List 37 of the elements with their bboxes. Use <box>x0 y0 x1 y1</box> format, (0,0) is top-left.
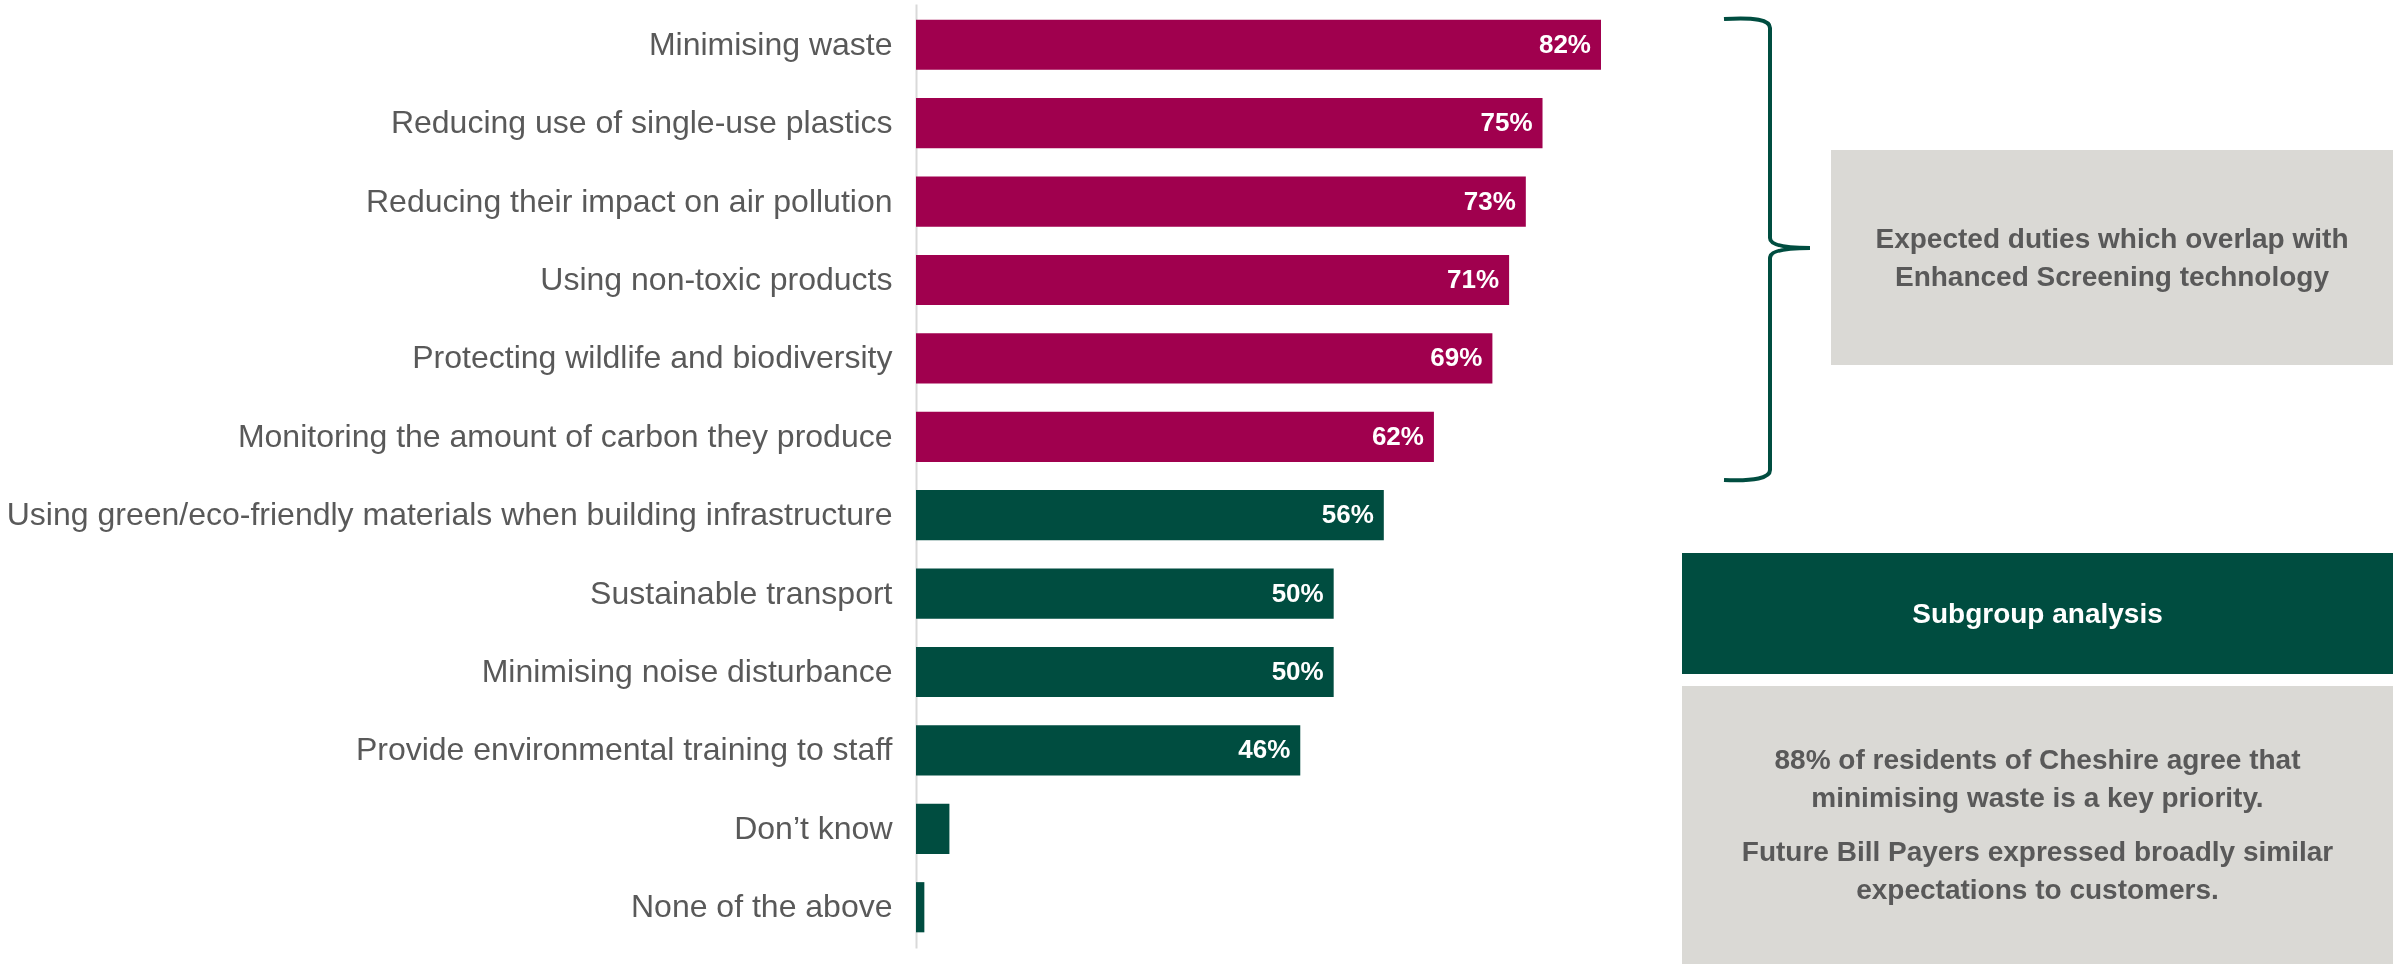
bar <box>916 646 1334 698</box>
bar <box>916 882 925 933</box>
bar <box>916 176 1526 227</box>
bar <box>916 725 1301 776</box>
bar <box>916 19 1601 70</box>
data-label: 50% <box>1271 656 1324 687</box>
data-label: 75% <box>1480 107 1533 138</box>
y-tick-label: Reducing use of single-use plastics <box>390 104 893 141</box>
data-label: 71% <box>1447 263 1500 294</box>
y-tick-label: Minimising waste <box>648 25 893 62</box>
bar <box>916 98 1543 149</box>
data-label: 82% <box>1538 28 1591 59</box>
text-box: 88% of residents of Cheshire agree that minimising waste is a key priority. Future Bill Payers expressed broadly similar expectations to customers. <box>1682 686 2393 964</box>
bar <box>916 333 1493 384</box>
y-tick-label: Monitoring the amount of carbon they produce <box>237 417 893 454</box>
data-label: 56% <box>1321 499 1374 530</box>
y-tick-label: Using green/eco-friendly materials when building infrastructure <box>6 496 893 533</box>
y-tick-label: Provide environmental training to staff <box>355 731 893 768</box>
data-label: 69% <box>1430 342 1483 373</box>
data-label: 50% <box>1271 577 1324 608</box>
bar <box>916 490 1384 541</box>
y-tick-label: Reducing their impact on air pollution <box>365 182 893 219</box>
y-tick-label: Minimising noise disturbance <box>481 653 893 690</box>
y-tick-label: None of the above <box>630 888 893 925</box>
y-tick-label: Using non-toxic products <box>540 260 893 297</box>
bar <box>916 568 1334 619</box>
bar <box>916 803 950 854</box>
bar <box>916 411 1434 462</box>
header-box: Subgroup analysis <box>1682 553 2393 674</box>
bar <box>916 254 1510 306</box>
y-tick-label: Protecting wildlife and biodiversity <box>412 339 893 376</box>
text-box: Expected duties which overlap with Enhanced Screening technology <box>1831 150 2393 365</box>
data-label: 46% <box>1238 734 1291 765</box>
y-tick-label: Don’t know <box>734 809 894 846</box>
data-label: 62% <box>1371 420 1424 451</box>
y-tick-label: Sustainable transport <box>590 574 893 611</box>
data-label: 73% <box>1463 185 1516 216</box>
